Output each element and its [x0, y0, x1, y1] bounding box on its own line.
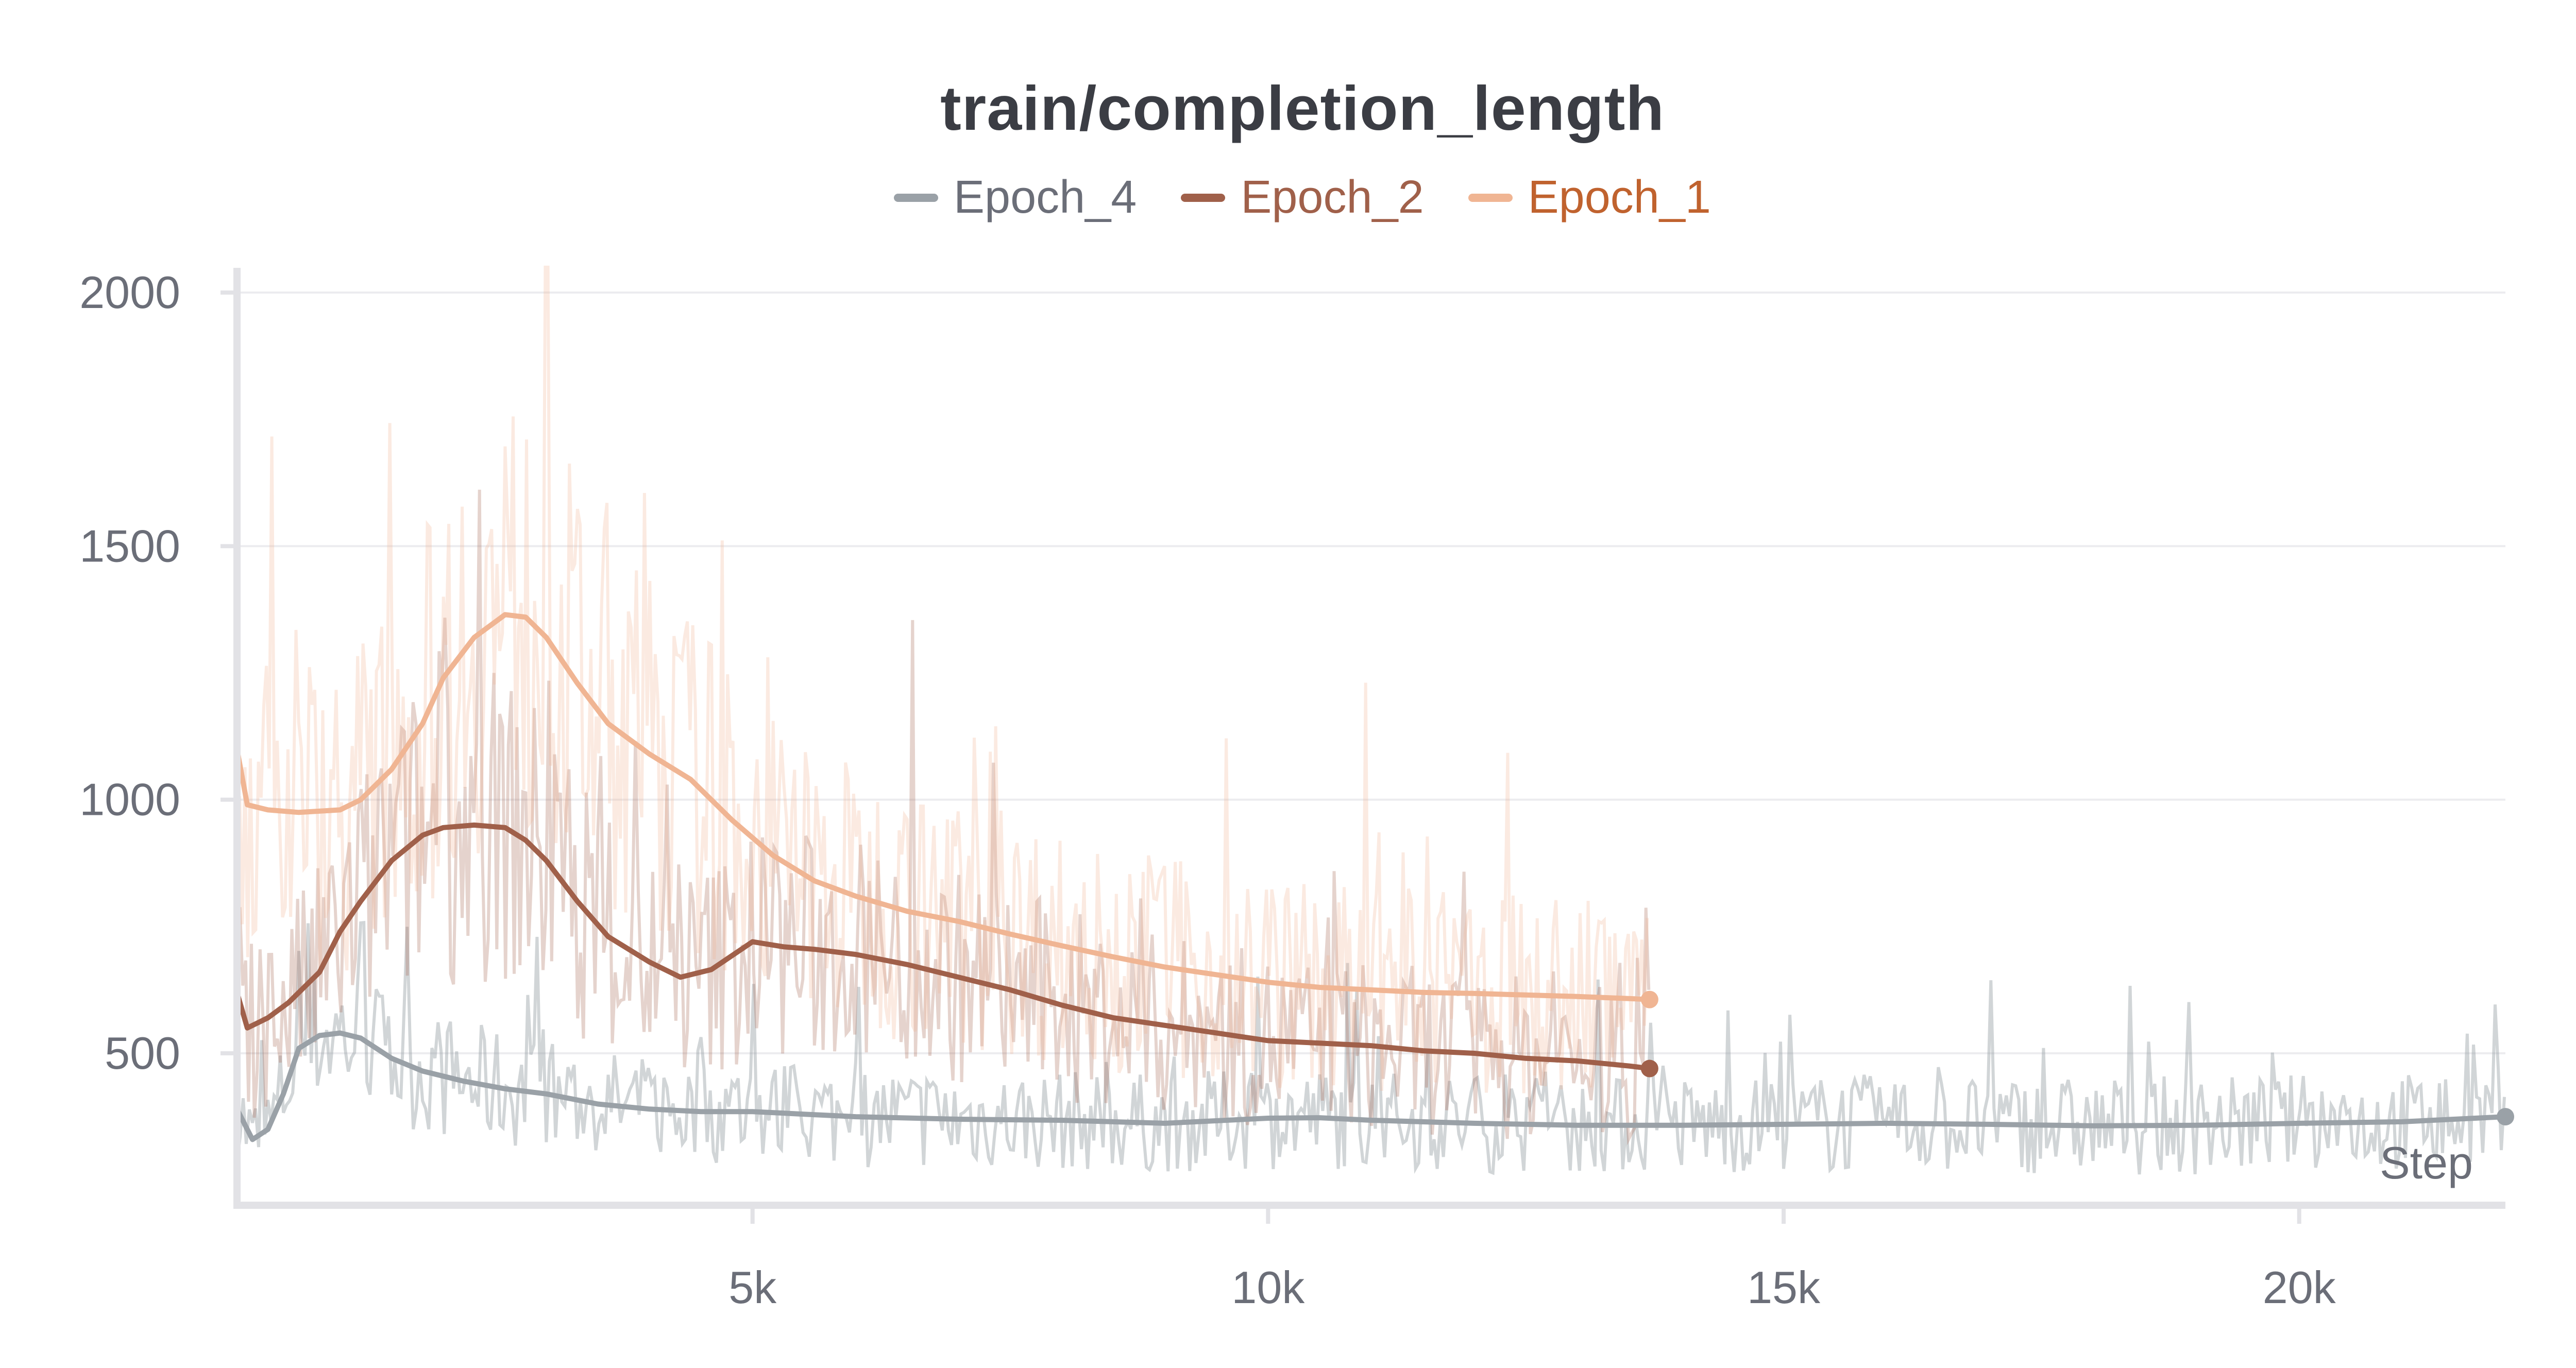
legend-label-epoch-4: Epoch_4 [954, 172, 1137, 223]
series-line-epoch-1[interactable] [234, 612, 1652, 1002]
legend-swatch-epoch-2 [1181, 193, 1226, 202]
series-end-marker-epoch-4[interactable] [2497, 1108, 2514, 1126]
legend-swatch-epoch-4 [894, 193, 939, 202]
legend-item-epoch-1[interactable]: Epoch_1 [1468, 171, 1711, 224]
raw-trace-epoch-4 [235, 920, 2506, 1175]
legend-swatch-epoch-1 [1468, 193, 1513, 202]
series-end-marker-epoch-1[interactable] [1640, 990, 1658, 1008]
legend-label-epoch-2: Epoch_2 [1241, 172, 1424, 223]
series-end-marker-epoch-2[interactable] [1640, 1059, 1658, 1078]
y-tick-label: 1500 [79, 520, 180, 571]
legend-item-epoch-4[interactable]: Epoch_4 [894, 171, 1137, 224]
y-tick-label: 500 [105, 1028, 180, 1079]
x-tick-label: 15k [1747, 1262, 1821, 1313]
raw-trace-epoch-1 [235, 265, 1649, 1093]
legend: Epoch_4 Epoch_2 Epoch_1 [0, 171, 2576, 224]
series-line-epoch-2[interactable] [234, 822, 1652, 1071]
legend-label-epoch-1: Epoch_1 [1528, 172, 1711, 223]
x-axis-label: Step [2380, 1137, 2473, 1188]
y-tick-label: 2000 [79, 267, 180, 318]
legend-item-epoch-2[interactable]: Epoch_2 [1181, 171, 1424, 224]
x-tick-label: 10k [1231, 1262, 1305, 1313]
x-tick-label: 5k [728, 1262, 777, 1313]
y-tick-label: 1000 [79, 774, 180, 825]
series-line-epoch-4[interactable] [234, 1030, 2508, 1142]
x-tick-label: 20k [2263, 1262, 2336, 1313]
chart-title: train/completion_length [940, 73, 1665, 143]
raw-trace-epoch-2 [235, 489, 1651, 1145]
